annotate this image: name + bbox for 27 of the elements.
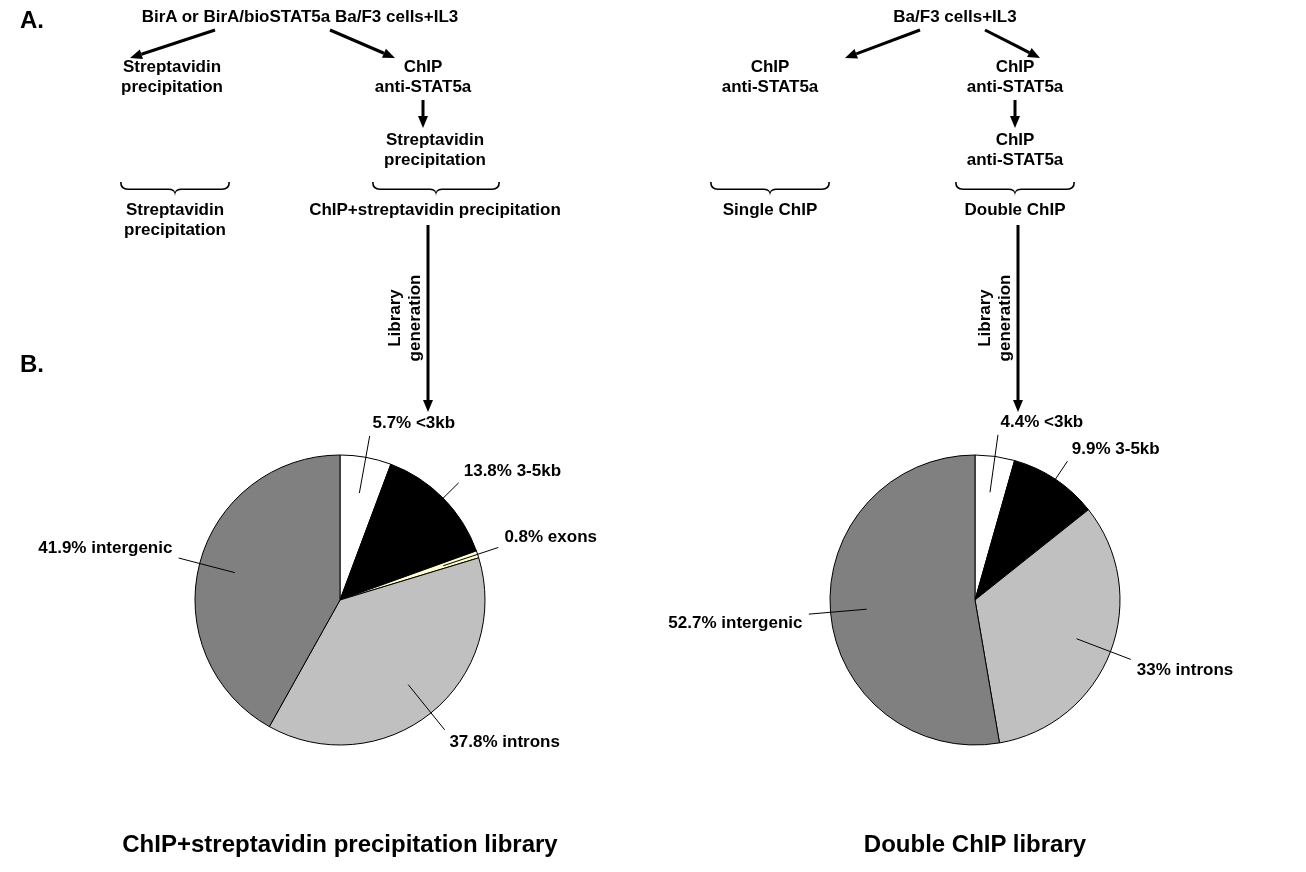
slice-label: 52.7% intergenic bbox=[668, 613, 803, 633]
text: Double ChIP bbox=[964, 200, 1066, 219]
slice-label: 9.9% 3-5kb bbox=[1071, 438, 1160, 458]
text: B. bbox=[20, 350, 44, 377]
text: Library generation bbox=[385, 274, 424, 362]
text: ChIP anti-STAT5a bbox=[966, 57, 1064, 96]
text: BirA or BirA/bioSTAT5a Ba/F3 cells+IL3 bbox=[141, 7, 459, 26]
slice-label: 5.7% <3kb bbox=[372, 412, 456, 432]
slice-label: 37.8% introns bbox=[449, 732, 560, 752]
text: ChIP anti-STAT5a bbox=[721, 57, 819, 96]
text: ChIP+streptavidin precipitation library bbox=[122, 830, 559, 857]
slice-label: 13.8% 3-5kb bbox=[463, 460, 562, 480]
slice-label: 33% introns bbox=[1136, 659, 1234, 679]
text: Ba/F3 cells+IL3 bbox=[893, 7, 1017, 26]
slice-label: 41.9% intergenic bbox=[38, 537, 173, 557]
text: Streptavidin precipitation bbox=[123, 200, 227, 239]
text: Streptavidin precipitation bbox=[383, 130, 487, 169]
text: Single ChIP bbox=[722, 200, 818, 219]
text: A. bbox=[20, 6, 44, 33]
text: Streptavidin precipitation bbox=[120, 57, 224, 96]
text: ChIP anti-STAT5a bbox=[374, 57, 472, 96]
text: ChIP anti-STAT5a bbox=[966, 130, 1064, 169]
text: ChIP+streptavidin precipitation bbox=[309, 200, 561, 219]
text: Double ChIP library bbox=[863, 830, 1087, 857]
slice-label: 0.8% exons bbox=[504, 527, 597, 547]
slice-label: 4.4% <3kb bbox=[1000, 411, 1084, 431]
text: Library generation bbox=[975, 274, 1014, 362]
